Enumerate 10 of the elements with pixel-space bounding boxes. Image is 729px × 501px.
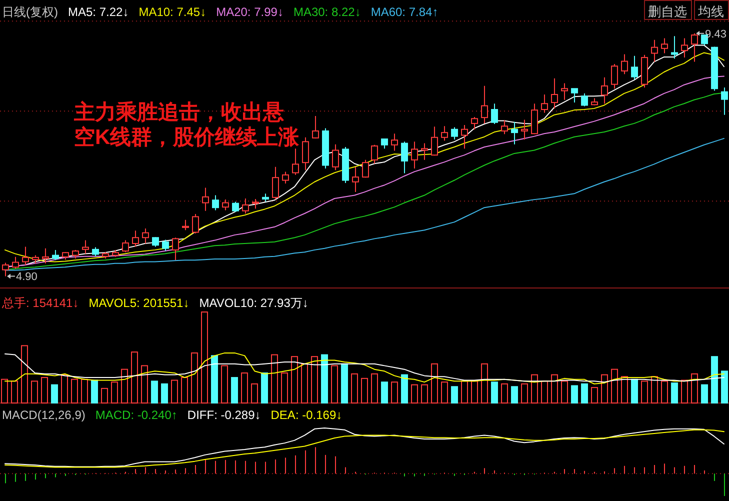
button: 删自选 bbox=[644, 0, 692, 20]
annotation: 4.90 bbox=[16, 271, 38, 284]
annotation: 主力乘胜追击，收出悬空K线群，股价继续上涨 bbox=[74, 100, 300, 150]
chart-title: 日线(复权) bbox=[2, 5, 58, 19]
chart-title: MACD(12,26,9) bbox=[2, 408, 86, 422]
annotation: 9.43 bbox=[705, 28, 726, 40]
legend: 总手: 154141↓ MAVOL5: 201551↓ MAVOL10: 27.93万↓ bbox=[2, 296, 308, 310]
legend: MA5: 7.22↓ MA10: 7.45↓ MA20: 7.99↓ MA30: 8.22↓ MA60: 7.84↑ bbox=[68, 5, 438, 19]
legend: MACD: -0.240↑ DIFF: -0.289↓ DEA: -0.169↓ bbox=[95, 408, 342, 422]
button: 均线 bbox=[694, 0, 729, 20]
